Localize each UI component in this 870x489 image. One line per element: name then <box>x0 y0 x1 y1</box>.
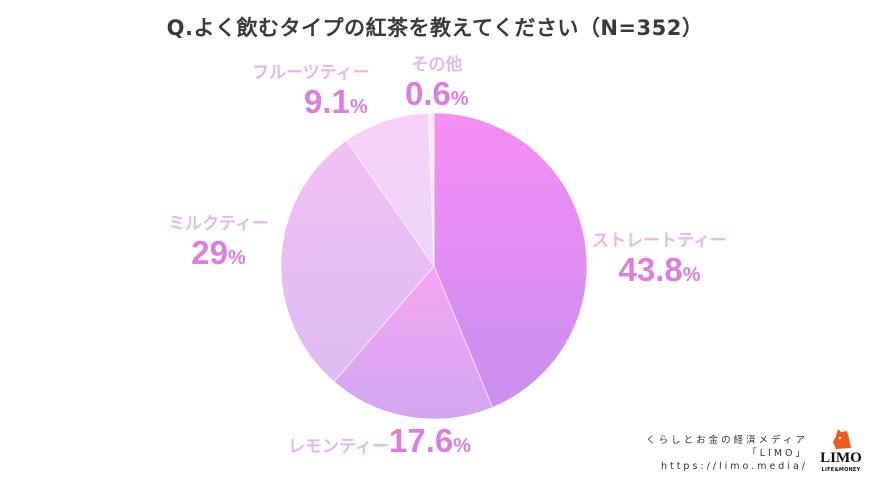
label-name: レモンティー <box>288 437 389 457</box>
label-value: 17.6 <box>388 422 454 459</box>
label-value: 9.1 <box>303 83 350 120</box>
label-milk-tea: ミルクティー 29% <box>168 213 269 271</box>
label-value: 43.8 <box>618 251 683 288</box>
label-unit: % <box>453 435 472 457</box>
logo-subtitle: LIFE&MONEY <box>821 467 861 473</box>
label-value: 29 <box>191 234 228 271</box>
label-name: ストレートティー <box>592 231 727 251</box>
label-unit: % <box>227 247 246 269</box>
horse-head-icon <box>833 429 851 449</box>
label-unit: % <box>349 96 368 118</box>
pie-slice-1 <box>333 265 493 420</box>
label-lemon-tea: レモンティー17.6% <box>288 423 471 459</box>
logo-wordmark: LIMO <box>820 450 862 466</box>
label-name: フルーツティー <box>252 63 370 83</box>
credit-tagline: くらしとお金の経済メディア <box>646 435 808 446</box>
label-fruit-tea: フルーツティー 9.1% <box>252 62 370 120</box>
label-unit: % <box>450 88 469 110</box>
label-value: 0.6 <box>405 75 451 112</box>
pie-slice-0 <box>433 112 588 408</box>
limo-logo: LIMO LIFE&MONEY <box>818 428 864 480</box>
label-unit: % <box>682 264 701 286</box>
label-other: その他 0.6% <box>405 54 469 112</box>
chart-title: Q.よく飲むタイプの紅茶を教えてください（N=352） <box>166 16 704 40</box>
label-name: ミルクティー <box>168 214 269 234</box>
pie-slice-3 <box>346 112 435 268</box>
source-credit: くらしとお金の経済メディア 「LIMO」 https://limo.media/ <box>646 434 808 473</box>
label-straight-tea: ストレートティー 43.8% <box>592 230 727 288</box>
pie-slice-4 <box>427 112 435 267</box>
label-name: その他 <box>411 55 463 75</box>
pie-slice-2 <box>280 140 435 383</box>
credit-brand: 「LIMO」 <box>747 448 808 459</box>
credit-url[interactable]: https://limo.media/ <box>660 461 808 472</box>
